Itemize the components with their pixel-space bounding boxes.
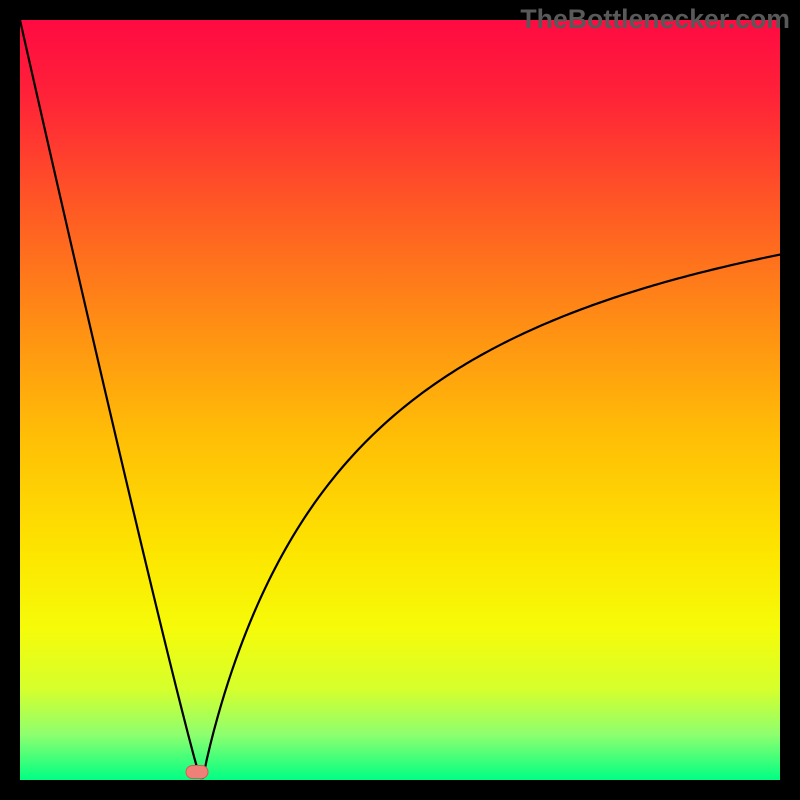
optimum-marker xyxy=(186,766,208,779)
bottleneck-chart: TheBottlenecker.com xyxy=(0,0,800,800)
plot-background xyxy=(20,20,780,780)
chart-svg xyxy=(0,0,800,800)
